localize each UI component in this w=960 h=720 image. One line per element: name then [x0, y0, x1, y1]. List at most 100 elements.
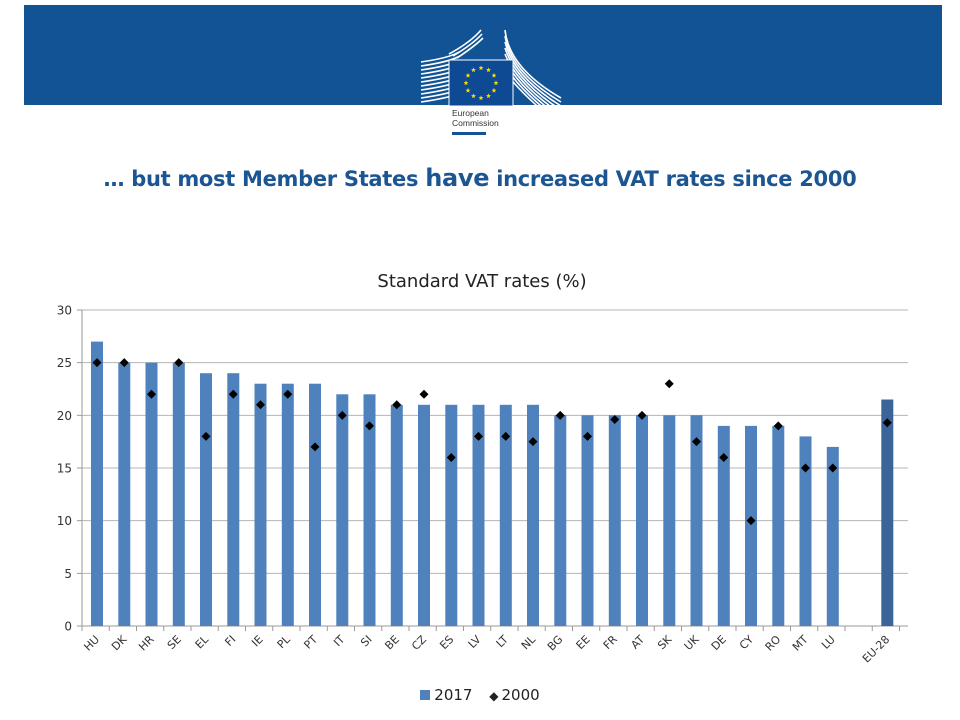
y-tick-label: 5 — [64, 567, 72, 581]
x-tick-label: LT — [494, 633, 511, 650]
bar-2017-EU-28 — [881, 399, 894, 626]
chart-legend: 2017 ◆ 2000 — [0, 686, 960, 704]
x-tick-label: CZ — [409, 633, 429, 653]
marker-2000-ES — [446, 452, 456, 462]
x-tick-label: EL — [193, 632, 212, 651]
bar-2017-ES — [445, 404, 458, 626]
marker-2000-SI — [365, 421, 374, 431]
x-tick-label: LV — [466, 633, 484, 651]
legend-item-2017: 2017 — [420, 686, 472, 704]
legend-swatch-2017 — [420, 690, 431, 700]
marker-2000-BG — [555, 410, 565, 420]
x-tick-label: MT — [790, 633, 811, 654]
x-tick-label: SI — [358, 633, 374, 649]
marker-2000-EU-28 — [882, 418, 892, 428]
eu-star-icon — [463, 80, 469, 86]
x-tick-label: NL — [519, 632, 539, 652]
bar-2017-BE — [390, 404, 403, 626]
marker-2000-NL — [528, 437, 538, 447]
y-tick-label: 20 — [57, 409, 72, 423]
bar-2017-DK — [118, 362, 131, 626]
bar-2017-BG — [554, 415, 567, 626]
marker-2000-SK — [664, 379, 674, 389]
legend-label-2017: 2017 — [434, 686, 473, 704]
marker-2000-PT — [310, 442, 320, 452]
eu-star-icon — [493, 80, 499, 86]
eu-star-icon — [465, 87, 471, 93]
logo-text-line2: Commission — [452, 118, 499, 128]
eu-star-icon — [478, 65, 484, 71]
logo-underline — [452, 132, 486, 135]
eu-star-icon — [491, 72, 497, 78]
y-tick-label: 0 — [64, 620, 72, 634]
slide-title-part3: increased VAT rates since 2000 — [489, 167, 857, 191]
marker-2000-LT — [501, 431, 511, 441]
bar-2017-LV — [472, 404, 485, 626]
marker-2000-IE — [256, 400, 265, 410]
y-tick-label: 30 — [57, 304, 72, 318]
bar-2017-LT — [499, 404, 512, 626]
bar-2017-DE — [717, 425, 730, 626]
y-tick-label: 10 — [57, 514, 72, 528]
bar-2017-FI — [227, 373, 240, 626]
bar-2017-SE — [172, 362, 185, 626]
x-tick-label: PT — [301, 633, 320, 652]
legend-item-2000: ◆ 2000 — [489, 686, 539, 704]
x-tick-label: HR — [136, 633, 157, 654]
markers-2000 — [92, 358, 892, 526]
x-tick-label: UK — [682, 632, 703, 653]
diamond-icon: ◆ — [489, 689, 499, 703]
bar-2017-PT — [309, 383, 321, 626]
marker-2000-MT — [801, 463, 810, 473]
bar-2017-SI — [363, 394, 376, 626]
x-tick-label: HU — [81, 633, 102, 654]
x-tick-label: DE — [709, 633, 729, 653]
bar-2017-HU — [91, 341, 103, 626]
y-tick-label: 25 — [57, 356, 72, 370]
x-tick-label: FI — [222, 633, 238, 649]
slide-title-part1: … but most Member States — [103, 167, 426, 191]
eu-star-icon — [465, 72, 471, 78]
marker-2000-EE — [583, 431, 592, 441]
eu-star-icon — [471, 93, 476, 99]
bar-2017-RO — [772, 425, 785, 626]
marker-2000-RO — [773, 421, 783, 431]
marker-2000-BE — [392, 400, 402, 410]
slide-title-part2: have — [425, 164, 490, 192]
bar-2017-PL — [281, 383, 294, 626]
marker-2000-IT — [337, 410, 347, 420]
bars-2017 — [91, 341, 894, 626]
chart-title: Standard VAT rates (%) — [377, 271, 586, 292]
x-tick-label: IE — [249, 633, 265, 649]
slide-title: … but most Member States have increased … — [0, 164, 960, 192]
x-tick-label: EU-28 — [860, 633, 893, 666]
marker-2000-LU — [828, 463, 838, 473]
x-tick-label: SK — [655, 632, 675, 652]
marker-2000-CZ — [419, 389, 429, 399]
x-tick-label: BE — [382, 633, 401, 652]
bar-2017-EE — [581, 415, 594, 626]
logo-text: European Commission — [452, 108, 499, 128]
bar-2017-EL — [200, 373, 212, 626]
bar-2017-HR — [145, 362, 158, 626]
marker-2000-EL — [201, 431, 211, 441]
x-tick-label: EE — [574, 633, 593, 652]
bar-2017-CZ — [418, 404, 430, 626]
eu-star-icon — [486, 67, 491, 73]
x-tick-label: IT — [331, 633, 347, 649]
x-tick-label: SE — [165, 633, 184, 652]
logo-text-line1: European — [452, 108, 489, 118]
bar-2017-CY — [745, 425, 757, 626]
bar-2017-IE — [254, 383, 267, 626]
vat-rates-chart: Standard VAT rates (%) 0 5 10 15 20 25 30 HU DK… — [57, 271, 908, 665]
bar-2017-IT — [336, 394, 349, 626]
bar-2017-LU — [826, 446, 839, 626]
x-tick-label: CY — [737, 633, 756, 652]
eu-star-icon — [478, 95, 484, 101]
x-tick-label: BG — [545, 633, 565, 653]
x-axis-labels: HU DK HR SE EL FI IE PL PT IT SI BE CZ ES LV LT NL BG EE FR… — [81, 632, 892, 665]
european-commission-logo — [419, 29, 569, 138]
y-axis-ticks: 0 5 10 15 20 25 30 — [57, 304, 72, 634]
x-tick-label: DK — [109, 632, 130, 653]
marker-2000-LV — [474, 431, 483, 441]
